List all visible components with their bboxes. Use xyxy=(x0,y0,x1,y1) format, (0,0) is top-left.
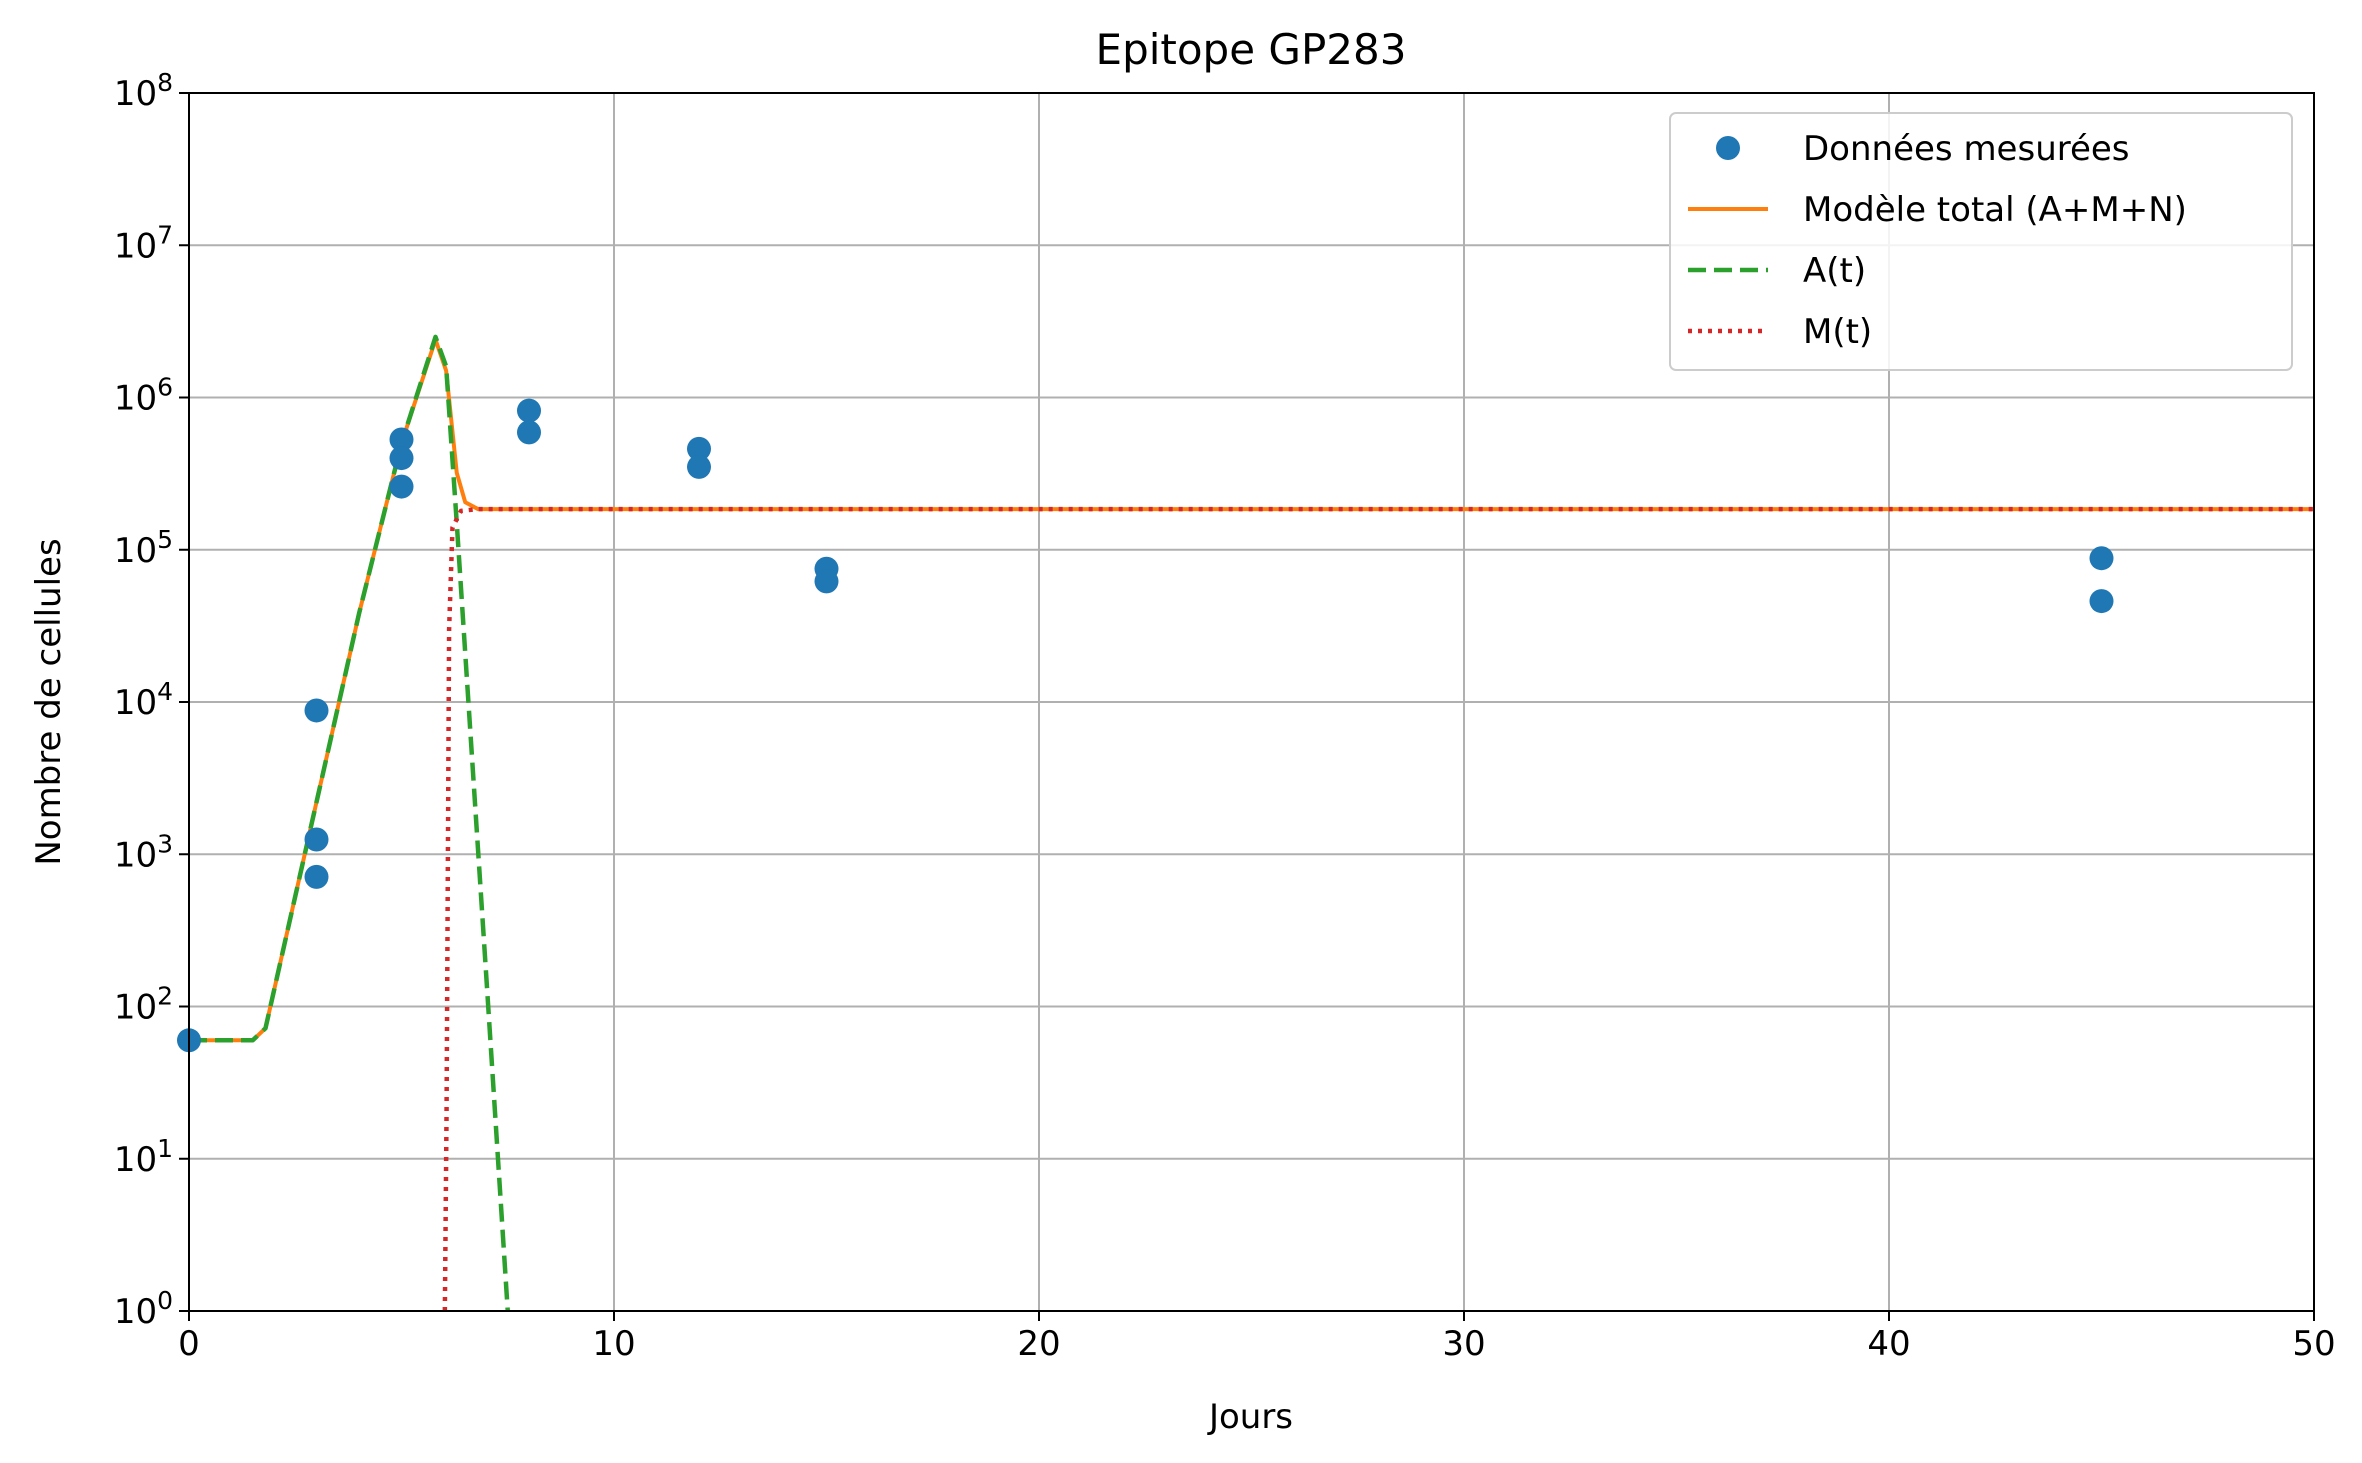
legend: Données mesurées Modèle total (A+M+N) A(t)… xyxy=(1669,112,2293,371)
x-tick-label: 10 xyxy=(592,1324,635,1364)
data-point xyxy=(304,827,329,852)
x-axis-ticks: 0 10 20 30 40 50 xyxy=(178,1311,2336,1364)
data-point xyxy=(389,427,414,452)
data-point xyxy=(687,454,711,479)
series-line-m-t xyxy=(442,506,2314,1311)
y-tick-label: 107 xyxy=(114,220,173,266)
legend-label: Modèle total (A+M+N) xyxy=(1803,190,2187,230)
y-axis-ticks: 100 101 102 103 104 105 106 107 108 xyxy=(114,68,189,1332)
data-point xyxy=(304,698,329,723)
y-tick-label: 105 xyxy=(114,525,173,571)
x-tick-label: 30 xyxy=(1442,1324,1485,1364)
y-tick-label: 100 xyxy=(114,1286,173,1332)
series-layer xyxy=(177,334,2314,1311)
legend-marker xyxy=(1716,136,1740,160)
data-point xyxy=(517,420,541,445)
data-point xyxy=(687,436,711,461)
data-point xyxy=(2089,546,2114,571)
legend-label: A(t) xyxy=(1803,251,1866,291)
x-tick-label: 50 xyxy=(2292,1324,2335,1364)
markers-layer xyxy=(177,398,2114,1053)
x-tick-label: 40 xyxy=(1867,1324,1910,1364)
x-tick-label: 20 xyxy=(1017,1324,1060,1364)
data-point xyxy=(814,569,839,594)
legend-label: M(t) xyxy=(1803,312,1872,352)
legend-label: Données mesurées xyxy=(1803,129,2130,169)
data-point xyxy=(389,474,414,499)
y-tick-label: 108 xyxy=(114,68,173,114)
y-tick-label: 104 xyxy=(114,677,173,723)
y-axis-label: Nombre de cellules xyxy=(29,538,69,865)
y-tick-label: 106 xyxy=(114,373,173,419)
legend-box xyxy=(1669,112,2293,371)
x-tick-label: 0 xyxy=(178,1324,200,1364)
data-point xyxy=(304,864,329,889)
chart-title: Epitope GP283 xyxy=(1096,25,1407,74)
x-axis-label: Jours xyxy=(1207,1397,1293,1437)
data-point xyxy=(2089,589,2114,614)
y-tick-label: 103 xyxy=(114,829,173,875)
data-point xyxy=(517,398,541,423)
data-point xyxy=(389,446,414,471)
y-tick-label: 102 xyxy=(114,982,173,1028)
y-tick-label: 101 xyxy=(114,1134,173,1180)
